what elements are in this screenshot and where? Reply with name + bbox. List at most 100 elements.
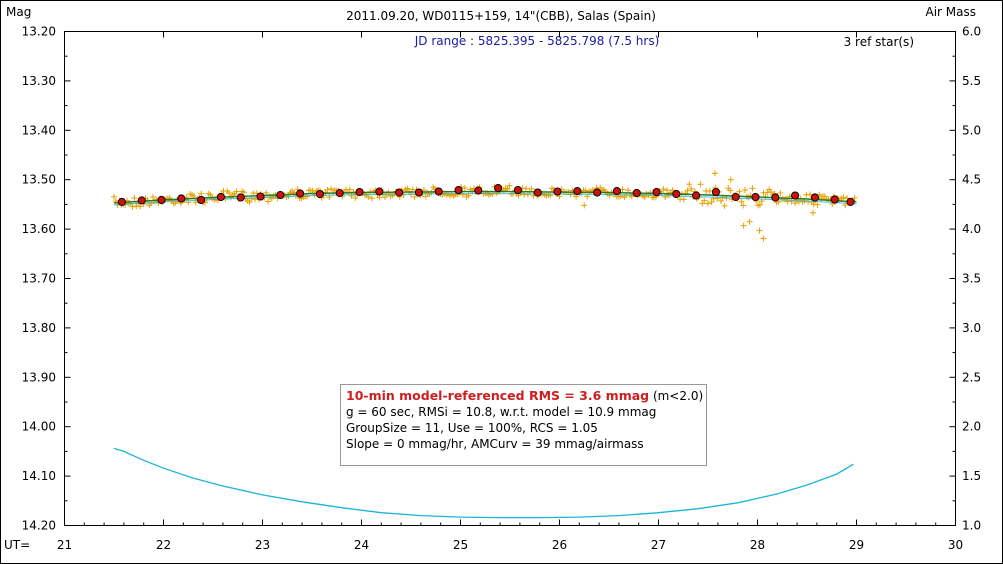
right-axis-label: Air Mass (925, 5, 976, 19)
left-y-tick-label: 14.20 (22, 519, 56, 533)
raw-point (736, 188, 743, 195)
stats-box-frame (340, 384, 707, 466)
raw-point (664, 187, 671, 194)
binned-point (117, 197, 126, 206)
left-y-tick-label: 13.40 (22, 123, 56, 137)
raw-point (711, 170, 718, 177)
airmass-curve (113, 447, 854, 519)
raw-point (686, 181, 693, 188)
binned-point (216, 192, 225, 202)
raw-point (111, 193, 117, 200)
raw-point (706, 188, 713, 195)
binned-point (454, 186, 463, 195)
raw-point (381, 194, 388, 201)
raw-point (740, 222, 747, 229)
stats-line-2: g = 60 sec, RMSi = 10.8, w.r.t. model = … (346, 405, 656, 419)
binned-point (137, 196, 146, 205)
raw-point (684, 187, 691, 194)
x-tick-label: 28 (750, 538, 765, 552)
raw-point (727, 187, 734, 194)
binned-point (791, 191, 800, 200)
raw-point (806, 191, 813, 198)
raw-point (660, 186, 667, 193)
raw-point (226, 189, 233, 196)
right-y-tick-label: 1.5 (962, 469, 981, 483)
raw-point (149, 193, 156, 200)
left-y-tick-label: 13.50 (22, 173, 56, 187)
raw-point (246, 199, 253, 206)
binned-point (672, 189, 681, 199)
raw-point (788, 198, 795, 205)
binned-point (355, 187, 364, 197)
raw-point (717, 197, 724, 204)
x-tick-label: 25 (453, 538, 468, 552)
binned-points-group (117, 184, 855, 206)
x-tick-label: 24 (354, 538, 369, 552)
right-y-ticks: 6.0 5.5 5.0 4.5 4.0 3.5 3.0 2.5 2.0 1.5 1.0 (949, 25, 981, 533)
binned-point (771, 193, 780, 202)
raw-point (198, 190, 205, 197)
raw-point (777, 190, 784, 197)
raw-point (148, 200, 155, 207)
left-y-tick-label: 13.70 (22, 272, 56, 286)
raw-point (756, 201, 763, 208)
binned-point (573, 187, 582, 196)
raw-point (792, 200, 799, 207)
binned-point (395, 188, 404, 197)
raw-point (528, 185, 535, 192)
stats-line-1: 10-min model-referenced RMS = 3.6 mmag (… (346, 388, 703, 403)
x-tick-label: 27 (651, 538, 666, 552)
binned-point (494, 184, 503, 193)
left-y-tick-label: 14.10 (22, 469, 56, 483)
raw-point (348, 192, 355, 199)
binned-point (276, 190, 285, 200)
raw-point (324, 186, 331, 193)
x-tick-label: 23 (255, 538, 270, 552)
raw-point (662, 194, 669, 201)
raw-point (697, 181, 704, 188)
raw-point (523, 185, 530, 192)
right-y-tick-label: 3.5 (962, 272, 981, 286)
raw-point (233, 188, 240, 195)
rms-suffix: (m<2.0) (649, 389, 703, 403)
binned-point (335, 188, 344, 198)
binned-point (731, 192, 740, 202)
left-y-tick-label: 13.20 (22, 25, 56, 39)
raw-point (461, 185, 468, 192)
raw-point (368, 195, 375, 202)
raw-point (617, 193, 624, 200)
binned-point (533, 188, 542, 197)
raw-point (328, 185, 335, 192)
raw-point (680, 196, 687, 203)
binned-point (846, 197, 855, 206)
left-y-tick-label: 13.60 (22, 222, 56, 236)
x-tick-label: 26 (552, 538, 567, 552)
right-y-tick-label: 3.0 (962, 321, 981, 335)
rms-highlight: 10-min model-referenced RMS = 3.6 mmag (346, 388, 649, 403)
raw-point (701, 197, 708, 204)
raw-point (727, 176, 734, 183)
right-y-tick-label: 4.0 (962, 222, 981, 236)
raw-point (131, 195, 138, 202)
ref-stars-text: 3 ref star(s) (844, 35, 914, 49)
stats-box: 10-min model-referenced RMS = 3.6 mmag (… (340, 384, 707, 466)
x-tick-label: 21 (57, 538, 72, 552)
raw-point (207, 191, 214, 198)
raw-point (704, 200, 711, 207)
binned-point (197, 195, 206, 205)
binned-point (612, 187, 621, 196)
raw-point (411, 193, 418, 200)
right-y-tick-label: 4.5 (962, 173, 981, 187)
airmass-curve-group (113, 447, 854, 519)
raw-point (688, 185, 695, 192)
binned-point (256, 192, 265, 201)
x-ticks: 21 22 23 24 25 26 27 28 29 30 (57, 31, 963, 552)
raw-point (749, 185, 756, 192)
binned-point (236, 193, 245, 202)
raw-point (742, 186, 749, 193)
left-y-tick-label: 13.90 (22, 370, 56, 384)
binned-point (296, 189, 305, 198)
raw-point (547, 192, 554, 199)
